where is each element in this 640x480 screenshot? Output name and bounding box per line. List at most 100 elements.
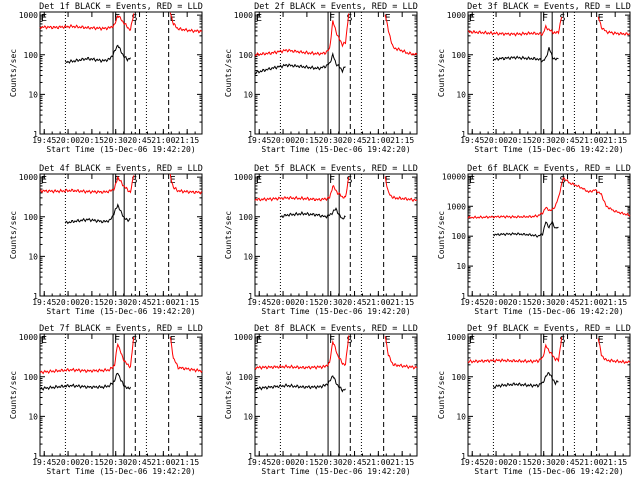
y-tick-label: 10: [243, 90, 253, 99]
y-tick-label: 100: [24, 51, 39, 60]
interval-marker-E: E: [469, 175, 475, 186]
y-tick-label: 1: [33, 130, 38, 139]
y-tick-label: 10: [28, 90, 38, 99]
y-tick-label: 1: [461, 292, 466, 301]
x-tick-label: 21:15: [175, 298, 199, 307]
x-tick-label: 20:45: [342, 458, 366, 467]
x-tick-label: 20:15: [295, 298, 319, 307]
plot-frame: [254, 173, 418, 297]
interval-marker-S: S: [132, 335, 138, 346]
interval-marker-F: F: [542, 335, 548, 346]
x-tick-label: 19:45: [460, 136, 484, 145]
series-red-line: [39, 175, 135, 195]
x-tick-label: 20:30: [532, 136, 556, 145]
interval-marker-E: E: [256, 335, 262, 346]
panel-title: Det 5f BLACK = Events, RED = LLD: [254, 164, 418, 174]
y-tick-label: 1000: [447, 202, 466, 211]
interval-marker-S: S: [132, 13, 138, 24]
interval-marker-E: E: [170, 335, 176, 346]
x-axis-label: Start Time (15-Dec-06 19:42:20): [46, 145, 195, 154]
x-tick-label: 20:45: [127, 136, 151, 145]
x-tick-label: 21:15: [390, 458, 414, 467]
interval-marker-E: E: [170, 175, 176, 186]
y-tick-label: 100: [239, 373, 254, 382]
y-axis-label: Counts/sec: [224, 49, 233, 97]
y-tick-label: 100: [452, 232, 467, 241]
interval-marker-E: E: [598, 13, 604, 24]
x-tick-label: 20:15: [508, 298, 532, 307]
y-tick-label: 100: [239, 213, 254, 222]
interval-marker-E: E: [598, 175, 604, 186]
series-red-line: [39, 13, 135, 32]
y-tick-label: 1: [461, 130, 466, 139]
x-tick-label: 20:45: [127, 298, 151, 307]
series-red-line: [254, 335, 350, 371]
interval-marker-S: S: [347, 13, 353, 24]
y-tick-label: 100: [24, 213, 39, 222]
series-black-line: [492, 371, 559, 390]
x-tick-label: 19:45: [32, 298, 56, 307]
interval-marker-E: E: [256, 175, 262, 186]
series-red-line: [597, 16, 631, 36]
x-tick-label: 21:00: [151, 298, 175, 307]
x-tick-label: 20:15: [508, 136, 532, 145]
panel-title: Det 2f BLACK = Events, RED = LLD: [254, 2, 418, 12]
panel-det-2: Det 2f BLACK = Events, RED = LLD 1 10 100 10…: [224, 2, 418, 154]
plot-frame: [467, 333, 631, 457]
y-tick-label: 10: [28, 412, 38, 421]
x-tick-label: 20:00: [56, 458, 80, 467]
y-tick-label: 1: [248, 130, 253, 139]
y-tick-label: 10: [456, 412, 466, 421]
x-axis-label: Start Time (15-Dec-06 19:42:20): [474, 145, 623, 154]
series-red-line: [254, 13, 350, 57]
x-tick-label: 21:00: [579, 136, 603, 145]
plot-frame: [39, 173, 203, 297]
panel-title: Det 7f BLACK = Events, RED = LLD: [39, 324, 203, 334]
panel-det-7: Det 7f BLACK = Events, RED = LLD 1 10 100 10…: [9, 324, 203, 476]
plot-frame: [467, 173, 631, 297]
y-tick-label: 1: [248, 452, 253, 461]
y-axis-label: Counts/sec: [224, 371, 233, 419]
x-tick-label: 20:30: [532, 298, 556, 307]
x-tick-label: 21:15: [603, 458, 627, 467]
x-tick-label: 19:45: [247, 298, 271, 307]
interval-marker-E: E: [469, 13, 475, 24]
x-tick-label: 21:15: [390, 298, 414, 307]
y-tick-label: 100: [239, 51, 254, 60]
x-axis-label: Start Time (15-Dec-06 19:42:20): [474, 467, 623, 476]
x-tick-label: 21:15: [603, 136, 627, 145]
x-tick-label: 20:45: [342, 136, 366, 145]
y-tick-label: 100: [452, 51, 467, 60]
series-black-line: [493, 220, 559, 238]
series-red-line: [169, 337, 203, 374]
y-tick-label: 1000: [447, 11, 466, 20]
series-red-line: [169, 12, 203, 34]
series-black-line: [254, 51, 346, 75]
series-red-line: [169, 173, 203, 195]
panel-title: Det 6f BLACK = Events, RED = LLD: [467, 164, 631, 174]
series-black-line: [493, 47, 559, 63]
x-axis-label: Start Time (15-Dec-06 19:42:20): [46, 307, 195, 316]
x-axis-label: Start Time (15-Dec-06 19:42:20): [261, 145, 410, 154]
x-tick-label: 21:00: [366, 136, 390, 145]
x-tick-label: 20:45: [127, 458, 151, 467]
panel-det-5: Det 5f BLACK = Events, RED = LLD 1 10 100 10…: [224, 164, 418, 316]
y-axis-label: Counts/sec: [224, 211, 233, 259]
x-tick-label: 19:45: [32, 136, 56, 145]
panel-det-8: Det 8f BLACK = Events, RED = LLD 1 10 100 10…: [224, 324, 418, 476]
series-black-line: [280, 207, 346, 220]
x-tick-label: 21:15: [175, 136, 199, 145]
panel-det-6: Det 6f BLACK = Events, RED = LLD 1 10 100 10…: [437, 164, 631, 316]
interval-marker-E: E: [385, 13, 391, 24]
plot-frame: [39, 11, 203, 135]
x-tick-label: 20:00: [56, 136, 80, 145]
interval-marker-E: E: [385, 175, 391, 186]
x-tick-label: 20:45: [342, 298, 366, 307]
x-tick-label: 20:15: [80, 458, 104, 467]
panel-det-3: Det 3f BLACK = Events, RED = LLD 1 10 100 10…: [437, 2, 631, 154]
x-tick-label: 20:30: [104, 136, 128, 145]
panel-title: Det 3f BLACK = Events, RED = LLD: [467, 2, 631, 12]
interval-marker-E: E: [41, 175, 47, 186]
x-tick-label: 20:45: [555, 298, 579, 307]
x-tick-label: 20:00: [484, 458, 508, 467]
